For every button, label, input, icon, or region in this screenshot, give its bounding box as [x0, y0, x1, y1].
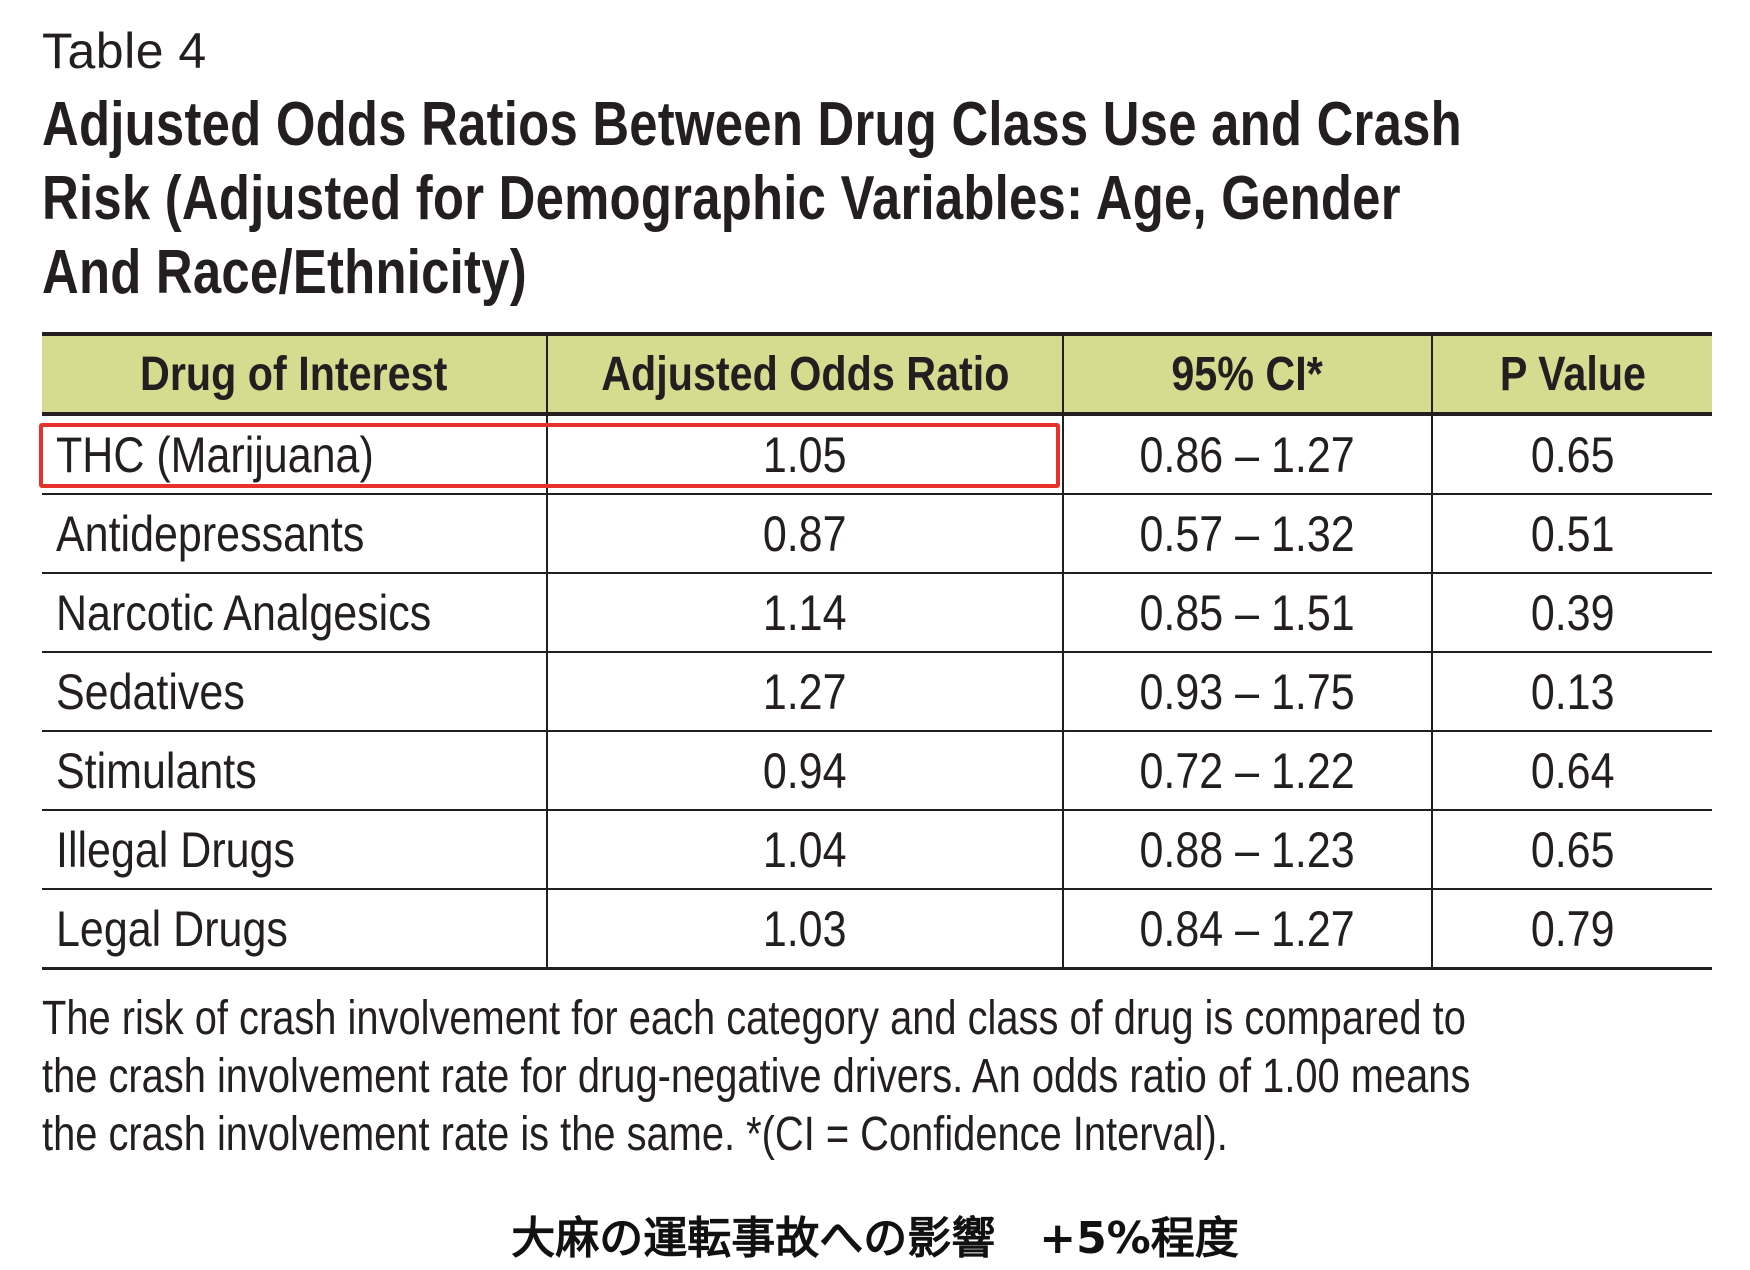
odds-ratio-cell: 1.05 — [546, 414, 1063, 495]
table-row: Sedatives 1.27 0.93 – 1.75 0.13 — [42, 652, 1712, 732]
p-value-cell: 0.65 — [1431, 414, 1712, 495]
table-row: Narcotic Analgesics 1.14 0.85 – 1.51 0.3… — [42, 573, 1712, 653]
table-header-row: Drug of Interest Adjusted Odds Ratio 95%… — [42, 332, 1712, 416]
odds-ratio-cell: 1.03 — [546, 889, 1063, 970]
table-row: Stimulants 0.94 0.72 – 1.22 0.64 — [42, 731, 1712, 811]
odds-ratio-table: Drug of Interest Adjusted Odds Ratio 95%… — [42, 332, 1712, 970]
title-line: And Race/Ethnicity) — [42, 238, 527, 307]
footnote-line: The risk of crash involvement for each c… — [42, 992, 1466, 1045]
drug-cell: Antidepressants — [42, 494, 547, 574]
table-label: Table 4 — [42, 23, 207, 79]
odds-ratio-cell: 1.27 — [546, 652, 1063, 732]
column-header-ci: 95% CI* — [1062, 332, 1432, 416]
ci-cell: 0.72 – 1.22 — [1062, 731, 1432, 811]
p-value-cell: 0.64 — [1431, 731, 1712, 811]
p-value-cell: 0.79 — [1431, 889, 1712, 970]
table-footnote: The risk of crash involvement for each c… — [42, 990, 1702, 1164]
drug-cell: Sedatives — [42, 652, 547, 732]
drug-cell: Legal Drugs — [42, 889, 547, 970]
odds-ratio-cell: 0.87 — [546, 494, 1063, 574]
ci-cell: 0.88 – 1.23 — [1062, 810, 1432, 890]
table-title: Adjusted Odds Ratios Between Drug Class … — [42, 88, 1462, 310]
drug-cell: THC (Marijuana) — [42, 414, 547, 495]
column-header-adjusted-odds-ratio: Adjusted Odds Ratio — [546, 332, 1063, 416]
drug-cell: Stimulants — [42, 731, 547, 811]
ci-cell: 0.84 – 1.27 — [1062, 889, 1432, 970]
column-header-p-value: P Value — [1431, 332, 1712, 416]
japanese-caption: 大麻の運転事故への影響 +5%程度 — [511, 1213, 1239, 1264]
title-line: Adjusted Odds Ratios Between Drug Class … — [42, 90, 1462, 159]
drug-cell: Narcotic Analgesics — [42, 573, 547, 653]
p-value-cell: 0.65 — [1431, 810, 1712, 890]
ci-cell: 0.85 – 1.51 — [1062, 573, 1432, 653]
footnote-line: the crash involvement rate is the same. … — [42, 1108, 1228, 1161]
odds-ratio-cell: 1.04 — [546, 810, 1063, 890]
drug-cell: Illegal Drugs — [42, 810, 547, 890]
ci-cell: 0.57 – 1.32 — [1062, 494, 1432, 574]
p-value-cell: 0.51 — [1431, 494, 1712, 574]
table-row: Illegal Drugs 1.04 0.88 – 1.23 0.65 — [42, 810, 1712, 890]
column-header-drug: Drug of Interest — [42, 332, 547, 416]
footnote-line: the crash involvement rate for drug-nega… — [42, 1050, 1471, 1103]
p-value-cell: 0.39 — [1431, 573, 1712, 653]
p-value-cell: 0.13 — [1431, 652, 1712, 732]
odds-ratio-cell: 1.14 — [546, 573, 1063, 653]
ci-cell: 0.93 – 1.75 — [1062, 652, 1432, 732]
odds-ratio-cell: 0.94 — [546, 731, 1063, 811]
ci-cell: 0.86 – 1.27 — [1062, 414, 1432, 495]
table-row: Legal Drugs 1.03 0.84 – 1.27 0.79 — [42, 889, 1712, 970]
title-line: Risk (Adjusted for Demographic Variables… — [42, 164, 1401, 233]
table-row: THC (Marijuana) 1.05 0.86 – 1.27 0.65 — [42, 414, 1712, 495]
table-row: Antidepressants 0.87 0.57 – 1.32 0.51 — [42, 494, 1712, 574]
